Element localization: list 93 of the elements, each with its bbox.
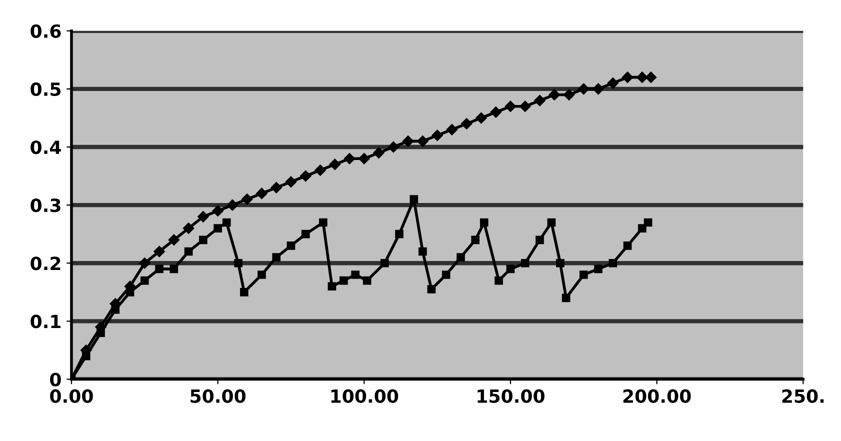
- point: [427, 285, 436, 294]
- x-tick-label: 50.00: [190, 389, 246, 403]
- point: [82, 352, 90, 360]
- point: [432, 130, 443, 141]
- point: [272, 253, 281, 262]
- point: [168, 234, 180, 246]
- point: [388, 141, 400, 153]
- point: [410, 195, 418, 204]
- point: [471, 236, 480, 244]
- point: [494, 276, 503, 285]
- x-tick-label: 150.00: [478, 389, 544, 403]
- x-tick-label: 200.00: [623, 389, 691, 403]
- point: [329, 158, 340, 170]
- point: [111, 305, 120, 314]
- point: [300, 170, 312, 182]
- y-tick-label: 0.1: [30, 314, 61, 328]
- point: [226, 199, 238, 211]
- point: [418, 247, 427, 256]
- point: [622, 72, 634, 83]
- point: [154, 246, 165, 258]
- point: [608, 258, 618, 268]
- point: [258, 270, 266, 279]
- point: [328, 282, 336, 291]
- point: [520, 258, 530, 268]
- point: [563, 89, 575, 100]
- point: [504, 100, 516, 112]
- point: [417, 136, 428, 147]
- point: [536, 236, 544, 244]
- point: [636, 72, 648, 83]
- point: [380, 258, 389, 268]
- point: [644, 218, 652, 227]
- point: [270, 182, 282, 194]
- point: [301, 230, 310, 238]
- point: [314, 164, 326, 176]
- point: [446, 124, 458, 136]
- y-tick-label: 0.5: [30, 82, 61, 96]
- point: [140, 276, 149, 285]
- point: [256, 188, 268, 200]
- y-tick-label: 0.4: [30, 140, 61, 154]
- point: [373, 147, 384, 158]
- point: [402, 136, 414, 147]
- point: [96, 328, 105, 337]
- point: [460, 118, 472, 130]
- point: [241, 194, 253, 205]
- point: [362, 276, 372, 285]
- point: [520, 100, 531, 112]
- y-tick-label: 0.3: [30, 198, 60, 212]
- point: [556, 258, 564, 268]
- point: [480, 218, 488, 227]
- point: [548, 89, 560, 100]
- point: [456, 253, 465, 262]
- point: [344, 153, 356, 164]
- point: [319, 218, 328, 227]
- point: [607, 78, 619, 89]
- x-tick-label: 0.00: [50, 389, 93, 403]
- point: [182, 222, 194, 234]
- point: [645, 72, 657, 83]
- point: [285, 176, 297, 188]
- point: [490, 106, 502, 118]
- point: [594, 264, 602, 274]
- point: [638, 224, 646, 232]
- point: [212, 205, 224, 216]
- point: [579, 270, 588, 279]
- point: [506, 264, 515, 274]
- point: [199, 236, 208, 244]
- point: [139, 258, 150, 269]
- x-tick-label: 100.00: [331, 389, 398, 403]
- point: [240, 288, 248, 296]
- point: [547, 218, 556, 227]
- y-tick-label: 0: [50, 372, 61, 386]
- point: [476, 112, 487, 124]
- point: [442, 270, 450, 279]
- point: [155, 264, 164, 274]
- point: [222, 218, 231, 227]
- point: [534, 94, 546, 106]
- y-tick-label: 0.6: [30, 24, 61, 38]
- point: [214, 224, 222, 232]
- x-tick-label: 250.: [782, 389, 824, 403]
- point: [234, 258, 242, 268]
- point: [623, 242, 632, 250]
- point: [170, 264, 178, 274]
- point: [592, 83, 604, 95]
- point: [126, 288, 134, 296]
- point: [184, 247, 193, 256]
- point: [198, 211, 209, 222]
- point: [286, 242, 296, 250]
- point: [351, 270, 360, 279]
- point: [340, 276, 348, 285]
- y-tick-label: 0.2: [30, 256, 60, 270]
- point: [358, 153, 370, 164]
- point: [395, 230, 404, 238]
- point: [578, 83, 590, 95]
- point: [562, 294, 570, 302]
